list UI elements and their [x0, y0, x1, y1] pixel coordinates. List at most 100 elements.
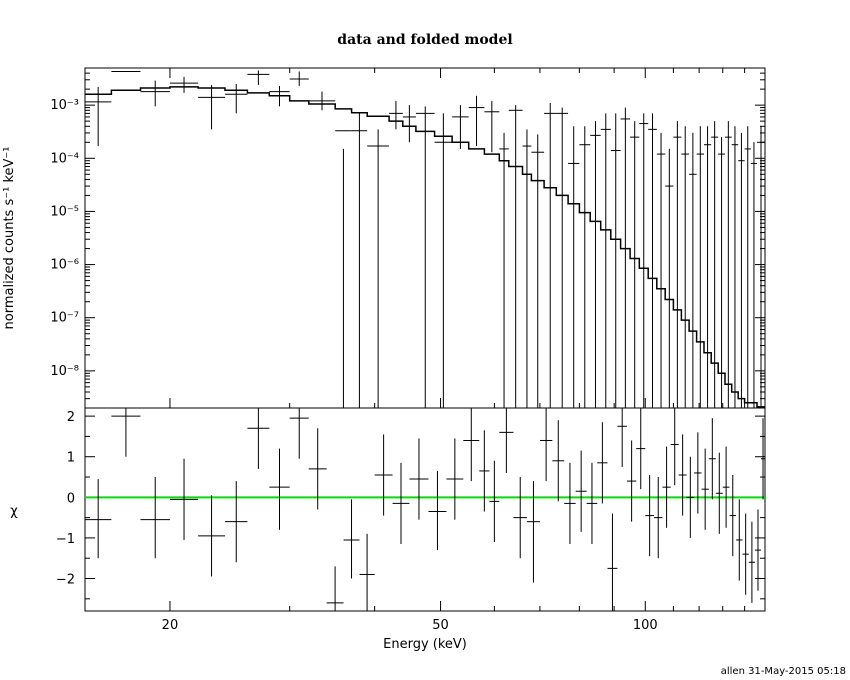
top-data-point	[681, 126, 690, 408]
top-data-point	[600, 113, 611, 408]
top-data-point	[85, 86, 112, 147]
residual-point	[85, 479, 112, 559]
residual-point	[617, 408, 627, 467]
residual-point	[247, 408, 270, 469]
residual-point	[686, 456, 695, 538]
bottom-y-tick-label: −2	[56, 573, 75, 588]
residual-point	[343, 499, 360, 579]
top-data-point	[620, 107, 631, 408]
residual-point	[736, 499, 743, 581]
residual-point	[479, 430, 490, 512]
top-data-point	[389, 100, 403, 130]
top-y-tick-label: 10⁻⁷	[50, 311, 79, 326]
top-y-tick-label: 10⁻⁶	[50, 258, 79, 273]
top-data-point	[703, 126, 712, 408]
top-data-point	[468, 95, 485, 147]
top-data-point	[522, 129, 532, 408]
top-data-point	[665, 148, 674, 408]
residual-point	[526, 481, 540, 583]
top-data-point	[531, 134, 545, 408]
residual-point	[428, 470, 447, 551]
residual-point	[463, 408, 480, 482]
top-data-point	[484, 100, 500, 153]
residual-point	[499, 408, 514, 473]
residual-point	[607, 513, 618, 611]
top-data-point	[656, 132, 666, 408]
top-data-point	[579, 126, 591, 408]
residual-point	[645, 474, 654, 557]
top-data-point	[696, 126, 704, 408]
bottom-y-tick-label: 0	[67, 491, 75, 506]
top-data-point	[673, 121, 682, 408]
residual-point	[140, 477, 170, 559]
residual-point	[597, 422, 608, 504]
top-panel: 10⁻³ 10⁻⁴ 10⁻⁵ 10⁻⁶ 10⁻⁷ 10⁻⁸	[50, 67, 766, 409]
x-tick-label: 50	[432, 618, 449, 633]
top-data-point	[225, 83, 248, 114]
top-data-point	[568, 126, 580, 408]
top-data-point	[508, 105, 523, 408]
top-data-point	[169, 76, 199, 93]
bottom-panel: 2 1 0 −1 −2 20 50 100	[56, 68, 766, 633]
residual-point	[374, 434, 393, 516]
top-data-point	[639, 113, 649, 408]
top-y-tick-label: 10⁻⁸	[50, 364, 79, 379]
residual-point	[326, 566, 344, 611]
residual-point	[198, 495, 226, 577]
residual-point	[513, 477, 527, 559]
residual-point	[761, 418, 765, 500]
residual-point	[489, 460, 500, 542]
residual-point	[539, 408, 553, 482]
residual-point	[225, 481, 248, 563]
residual-point	[564, 462, 576, 545]
top-data-point	[725, 121, 732, 408]
top-y-tick-label: 10⁻⁴	[50, 151, 79, 166]
x-axis-label: Energy (keV)	[383, 637, 467, 652]
top-data-point	[140, 80, 170, 107]
residual-point	[653, 477, 663, 559]
top-data-point	[648, 113, 657, 408]
x-tick-label: 100	[633, 618, 658, 633]
residual-point	[111, 408, 141, 457]
residual-point	[722, 446, 730, 528]
top-data-point	[718, 137, 726, 408]
residual-point	[694, 432, 702, 514]
residual-point	[289, 408, 309, 459]
residual-point	[754, 509, 762, 591]
top-data-point	[499, 132, 509, 408]
residual-point	[662, 446, 671, 528]
top-data-point	[610, 113, 621, 408]
residual-point	[729, 474, 737, 557]
top-data-point	[247, 70, 270, 85]
top-data-point	[556, 107, 569, 408]
top-data-point	[757, 126, 765, 408]
residual-point	[715, 452, 723, 534]
top-data-point	[402, 105, 416, 143]
bottom-y-tick-label: 1	[67, 451, 75, 466]
top-data-point	[335, 130, 352, 408]
top-data-point	[434, 113, 453, 408]
top-data-point	[308, 91, 336, 111]
top-data-point	[415, 106, 435, 408]
bottom-y-tick-label: −1	[56, 532, 75, 547]
top-data-point	[711, 121, 719, 408]
residual-point	[575, 450, 587, 532]
top-data-point	[689, 132, 697, 408]
residual-point	[670, 408, 679, 486]
top-data-point	[744, 126, 751, 408]
top-y-axis-label: normalized counts s⁻¹ keV⁻¹	[2, 147, 17, 330]
residual-point	[446, 438, 464, 520]
residual-point	[359, 533, 375, 611]
residual-point	[748, 521, 755, 603]
top-data-point	[289, 71, 309, 86]
top-data-point	[367, 129, 390, 408]
residual-point	[409, 438, 429, 520]
top-data-point	[351, 113, 368, 408]
top-y-tick-label: 10⁻⁵	[50, 204, 79, 219]
residual-point	[626, 440, 637, 522]
bottom-y-axis-label: χ	[10, 504, 18, 519]
residual-point	[701, 448, 709, 530]
residual-point	[552, 420, 565, 502]
residual-point	[636, 408, 646, 490]
